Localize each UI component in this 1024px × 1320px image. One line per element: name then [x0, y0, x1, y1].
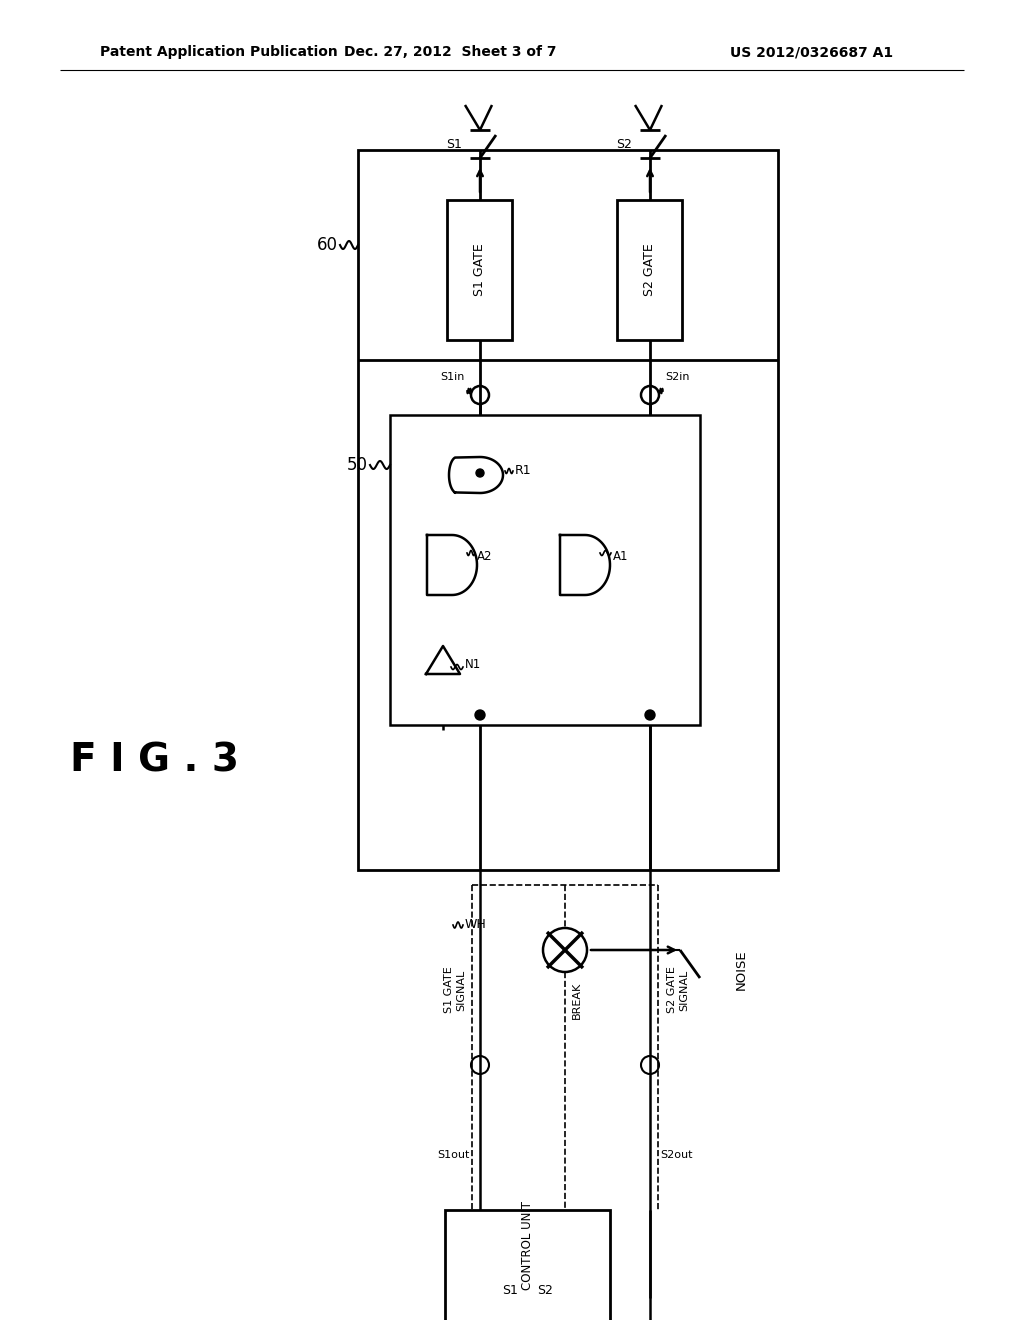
Text: S2out: S2out	[660, 1150, 692, 1160]
Text: S1in: S1in	[440, 372, 465, 381]
Text: S1: S1	[502, 1283, 518, 1296]
Text: Patent Application Publication: Patent Application Publication	[100, 45, 338, 59]
Text: S1 GATE: S1 GATE	[473, 244, 486, 297]
Text: BREAK: BREAK	[572, 981, 582, 1019]
Text: S2 GATE
SIGNAL: S2 GATE SIGNAL	[668, 966, 689, 1014]
Circle shape	[476, 469, 484, 477]
Bar	[390, 414, 700, 725]
Polygon shape	[426, 645, 460, 675]
Text: S2in: S2in	[665, 372, 689, 381]
Bar	[445, 1210, 610, 1320]
Text: 50: 50	[347, 455, 368, 474]
Text: WH: WH	[465, 919, 486, 932]
Text: S2: S2	[537, 1283, 553, 1296]
Text: R1: R1	[515, 463, 531, 477]
Text: CONTROL UNIT: CONTROL UNIT	[521, 1200, 534, 1290]
Text: S1out: S1out	[437, 1150, 470, 1160]
Bar	[358, 150, 778, 870]
Text: US 2012/0326687 A1: US 2012/0326687 A1	[730, 45, 893, 59]
Polygon shape	[560, 535, 610, 595]
Text: NOISE: NOISE	[735, 949, 748, 990]
Text: S1: S1	[446, 139, 462, 152]
Text: A1: A1	[613, 550, 629, 564]
Polygon shape	[427, 535, 477, 595]
Text: S2 GATE: S2 GATE	[643, 244, 656, 297]
Text: Dec. 27, 2012  Sheet 3 of 7: Dec. 27, 2012 Sheet 3 of 7	[344, 45, 556, 59]
Circle shape	[475, 710, 485, 719]
Circle shape	[645, 710, 655, 719]
Text: 60: 60	[317, 236, 338, 253]
Polygon shape	[449, 457, 503, 492]
Bar	[617, 201, 682, 341]
Text: N1: N1	[465, 659, 481, 672]
Bar	[447, 201, 512, 341]
Text: S2: S2	[616, 139, 632, 152]
Text: A2: A2	[477, 550, 493, 564]
Text: S1 GATE
SIGNAL: S1 GATE SIGNAL	[444, 966, 466, 1014]
Text: F I G . 3: F I G . 3	[71, 741, 240, 779]
